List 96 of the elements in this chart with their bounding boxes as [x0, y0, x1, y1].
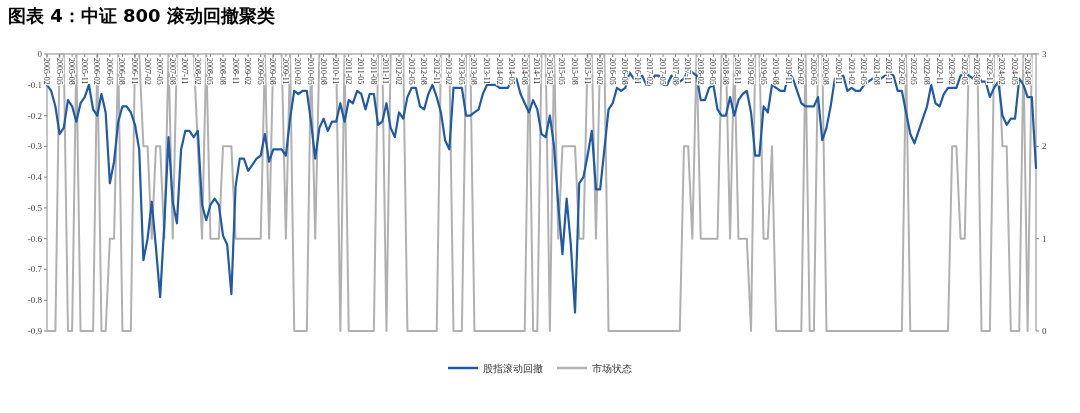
x-tick-label: 2015-11	[582, 58, 592, 85]
x-tick-label: 2017-08	[670, 58, 680, 85]
x-tick-label: 2021-11	[884, 58, 894, 85]
x-tick-label: 2018-05	[708, 58, 718, 85]
x-tick-label: 2013-02	[444, 58, 454, 85]
x-tick-label: 2020-05	[808, 58, 818, 85]
y-tick-label: 0	[37, 49, 43, 59]
x-tick-label: 2011-02	[343, 58, 353, 85]
y-tick-label: -0.4	[27, 172, 43, 183]
x-tick-label: 2016-05	[607, 58, 617, 85]
x-tick-label: 2011-08	[368, 58, 378, 85]
x-tick-label: 2005-02	[42, 58, 51, 85]
x-tick-label: 2013-11	[482, 58, 492, 85]
y-tick-label: -0.5	[27, 202, 43, 213]
x-tick-label: 2007-05	[155, 58, 165, 85]
x-tick-label: 2016-02	[595, 58, 605, 85]
x-tick-label: 2010-08	[318, 58, 328, 85]
x-tick-label: 2010-11	[331, 58, 341, 85]
x-tick-label: 2021-08	[871, 58, 881, 85]
chart-title: 图表 4：中证 800 滚动回撤聚类	[8, 5, 275, 26]
legend-label: 股指滚动回撤	[483, 362, 543, 374]
x-tick-label: 2007-11	[180, 58, 190, 85]
x-tick-label: 2024-02	[997, 58, 1007, 85]
x-tick-label: 2020-08	[821, 58, 831, 85]
x-tick-label: 2020-11	[834, 58, 844, 85]
x-tick-label: 2011-05	[356, 58, 366, 85]
y-tick-label: -0.6	[27, 233, 43, 244]
y-tick-label: -0.9	[27, 326, 43, 336]
x-tick-label: 2015-08	[570, 58, 580, 85]
x-tick-label: 2022-08	[922, 58, 932, 85]
x-tick-label: 2006-05	[104, 58, 114, 85]
x-tick-label: 2012-11	[431, 58, 441, 85]
x-tick-label: 2022-05	[909, 58, 919, 85]
x-tick-label: 2017-11	[683, 58, 693, 85]
x-tick-label: 2013-08	[469, 58, 479, 85]
y2-tick-label: 3	[1042, 49, 1047, 59]
x-tick-label: 2010-02	[293, 58, 303, 85]
x-tick-label: 2005-05	[54, 58, 64, 85]
x-tick-label: 2008-02	[192, 58, 202, 85]
x-tick-label: 2020-02	[796, 58, 806, 85]
x-tick-label: 2009-08	[268, 58, 278, 85]
x-tick-label: 2008-08	[218, 58, 228, 85]
x-tick-label: 2014-08	[519, 58, 529, 85]
x-tick-label: 2015-02	[544, 58, 554, 85]
x-tick-label: 2008-11	[230, 58, 240, 85]
x-tick-label: 2014-05	[507, 58, 517, 85]
x-tick-label: 2023-08	[972, 58, 982, 85]
y2-tick-label: 2	[1042, 141, 1047, 152]
x-tick-label: 2006-11	[130, 58, 139, 85]
x-tick-label: 2015-05	[557, 58, 567, 85]
x-tick-label: 2017-05	[658, 58, 668, 85]
x-tick-label: 2019-02	[746, 58, 756, 85]
x-tick-label: 2019-08	[771, 58, 781, 85]
y-tick-label: -0.8	[27, 295, 43, 306]
x-tick-label: 2018-11	[733, 58, 743, 85]
y-tick-label: -0.7	[27, 264, 43, 275]
x-tick-label: 2021-05	[859, 58, 869, 85]
y-tick-label: -0.3	[27, 141, 43, 152]
x-tick-label: 2022-02	[896, 58, 906, 85]
x-tick-label: 2005-08	[67, 58, 77, 85]
x-tick-label: 2022-11	[934, 58, 944, 85]
x-tick-label: 2009-11	[280, 58, 290, 85]
x-tick-label: 2006-02	[92, 58, 102, 85]
x-tick-label: 2013-05	[456, 58, 466, 85]
x-tick-label: 2007-02	[142, 58, 152, 85]
x-tick-label: 2019-11	[783, 58, 793, 85]
x-tick-label: 2014-02	[494, 58, 504, 85]
x-tick-label: 2006-08	[117, 58, 127, 85]
x-tick-label: 2014-11	[532, 58, 542, 85]
x-tick-label: 2023-05	[959, 58, 969, 85]
x-tick-label: 2023-02	[947, 58, 957, 85]
x-tick-label: 2008-05	[205, 58, 215, 85]
x-tick-label: 2019-05	[758, 58, 768, 85]
x-tick-label: 2012-02	[394, 58, 404, 85]
x-tick-label: 2010-05	[306, 58, 316, 85]
x-tick-label: 2012-05	[406, 58, 416, 85]
x-tick-label: 2021-02	[846, 58, 856, 85]
y-tick-label: -0.2	[27, 110, 42, 121]
x-tick-label: 2011-11	[381, 58, 391, 85]
x-tick-label: 2017-02	[645, 58, 655, 85]
x-tick-label: 2023-11	[984, 58, 994, 85]
x-tick-label: 2018-02	[695, 58, 705, 85]
x-tick-label: 2016-11	[632, 58, 642, 85]
y-tick-label: -0.1	[27, 79, 42, 90]
y2-tick-label: 0	[1042, 326, 1047, 336]
y2-tick-label: 1	[1042, 233, 1047, 244]
legend-label: 市场状态	[592, 362, 632, 374]
x-tick-label: 2016-08	[620, 58, 630, 85]
x-tick-label: 2009-02	[243, 58, 253, 85]
x-tick-label: 2024-05	[1010, 58, 1020, 85]
x-tick-label: 2018-08	[720, 58, 730, 85]
x-tick-label: 2024-08	[1022, 58, 1032, 85]
x-tick-label: 2009-05	[255, 58, 265, 85]
x-tick-label: 2007-08	[167, 58, 177, 85]
x-tick-label: 2005-11	[79, 58, 89, 85]
x-tick-label: 2012-08	[419, 58, 429, 85]
